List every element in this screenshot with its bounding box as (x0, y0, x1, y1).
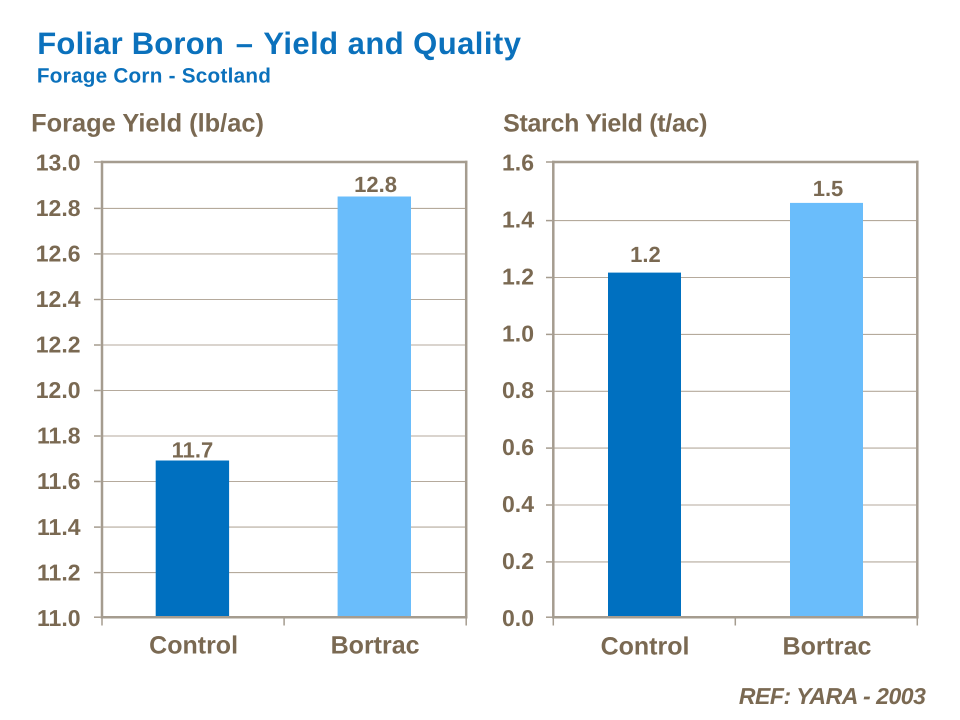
svg-text:11.8: 11.8 (37, 423, 81, 449)
svg-text:12.0: 12.0 (36, 377, 81, 403)
svg-text:Bortrac: Bortrac (783, 633, 872, 661)
svg-text:Foliar Boron–Yield and Quality: Foliar Boron – Yield and Quality (37, 26, 521, 61)
svg-text:1.6: 1.6 (502, 150, 534, 176)
svg-text:Control: Control (149, 632, 238, 660)
svg-text:0.8: 0.8 (502, 377, 534, 403)
svg-text:11.7: 11.7 (172, 437, 214, 462)
svg-text:Control: Control (601, 633, 690, 661)
svg-text:REF: YARA - 2003: REF: YARA - 2003 (739, 683, 926, 709)
svg-text:13.0: 13.0 (36, 150, 81, 176)
svg-text:12.2: 12.2 (36, 332, 81, 358)
svg-text:1.4: 1.4 (502, 207, 534, 233)
svg-text:12.6: 12.6 (36, 241, 81, 267)
svg-text:1.2: 1.2 (502, 263, 534, 289)
svg-text:0.0: 0.0 (502, 605, 534, 631)
svg-text:11.4: 11.4 (37, 514, 81, 540)
svg-text:1.2: 1.2 (630, 242, 661, 267)
svg-text:11.2: 11.2 (37, 559, 81, 585)
svg-text:12.8: 12.8 (354, 172, 397, 197)
svg-text:11.6: 11.6 (37, 468, 81, 494)
svg-text:0.6: 0.6 (502, 434, 534, 460)
svg-text:Forage Yield (lb/ac): Forage Yield (lb/ac) (31, 109, 264, 137)
svg-text:1.5: 1.5 (813, 176, 844, 201)
svg-text:Forage Corn - Scotland: Forage Corn - Scotland (37, 65, 271, 88)
svg-text:Bortrac: Bortrac (331, 632, 420, 660)
svg-text:1.0: 1.0 (502, 320, 534, 346)
svg-text:12.4: 12.4 (36, 286, 81, 312)
svg-text:11.0: 11.0 (37, 605, 81, 631)
svg-text:Starch Yield (t/ac): Starch Yield (t/ac) (503, 109, 707, 137)
svg-text:12.8: 12.8 (36, 195, 81, 221)
svg-text:0.4: 0.4 (502, 491, 534, 517)
svg-text:0.2: 0.2 (502, 548, 534, 574)
